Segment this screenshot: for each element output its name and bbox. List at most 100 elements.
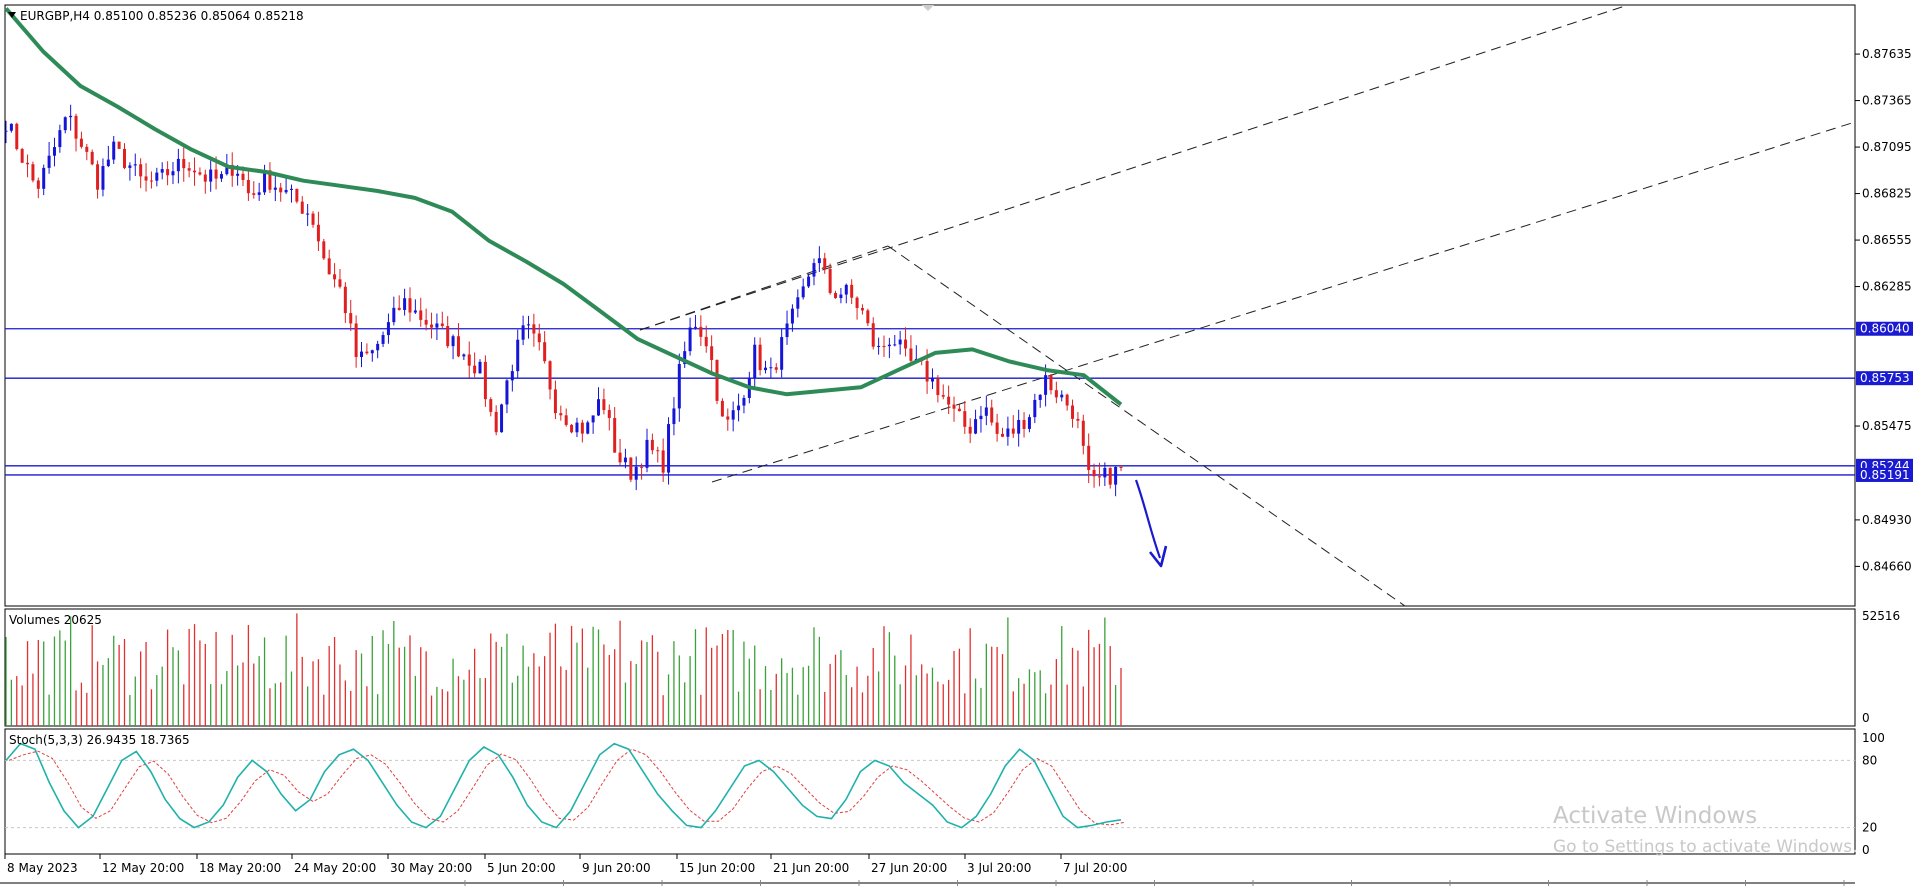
candle-body xyxy=(408,298,412,313)
volume-pane[interactable] xyxy=(4,608,1856,727)
time-tick-label: 24 May 20:00 xyxy=(294,861,376,875)
time-tick-label: 21 Jun 20:00 xyxy=(773,861,849,875)
candle-body xyxy=(15,123,19,150)
candle-body xyxy=(995,422,999,434)
time-tick-label: 8 May 2023 xyxy=(7,861,78,875)
candle-body xyxy=(1044,375,1048,395)
candle-body xyxy=(640,466,644,468)
arrow-down-icon xyxy=(1148,545,1168,568)
candle-body xyxy=(257,192,261,195)
candle-body xyxy=(79,138,83,147)
candle-body xyxy=(440,323,444,327)
candle-body xyxy=(591,415,595,423)
candle-body xyxy=(656,450,660,452)
candle-body xyxy=(904,339,908,349)
candle-body xyxy=(586,422,590,434)
price-tick-label: 0.84930 xyxy=(1862,513,1912,527)
candle-body xyxy=(1054,390,1058,398)
stoch-tick-label: 20 xyxy=(1862,821,1877,835)
candle-body xyxy=(979,415,983,420)
candle-body xyxy=(106,159,110,167)
candle-body xyxy=(774,367,778,370)
candle-body xyxy=(704,336,708,347)
candle-body xyxy=(941,395,945,397)
candle-body xyxy=(322,241,326,259)
candle-body xyxy=(31,164,35,181)
candle-body xyxy=(936,378,940,396)
candle-body xyxy=(1119,466,1123,468)
candle-body xyxy=(963,411,967,427)
time-tick-label: 9 Jun 20:00 xyxy=(582,861,651,875)
candle-body xyxy=(58,130,62,148)
chart-menu-triangle-icon[interactable] xyxy=(8,12,16,18)
candle-body xyxy=(36,180,40,189)
candle-body xyxy=(1011,428,1015,434)
price-tick-label: 0.85475 xyxy=(1862,419,1912,433)
candle-body xyxy=(494,411,498,433)
candle-body xyxy=(1000,433,1004,437)
candle-body xyxy=(607,410,611,419)
candle-body xyxy=(731,410,735,420)
candle-body xyxy=(763,367,767,371)
candle-body xyxy=(246,179,250,194)
candle-body xyxy=(85,146,89,152)
candle-body xyxy=(817,258,821,264)
watermark-subtitle: Go to Settings to activate Windows. xyxy=(1553,837,1858,857)
candle-body xyxy=(1017,420,1021,434)
volume-layer xyxy=(5,613,1122,726)
candle-body xyxy=(112,141,116,160)
candle-body xyxy=(219,174,223,179)
candle-body xyxy=(273,187,277,190)
candle-body xyxy=(834,292,838,299)
price-tick-label: 0.86555 xyxy=(1862,233,1912,247)
candle-body xyxy=(952,404,956,409)
candle-body xyxy=(171,171,175,176)
candle-body xyxy=(4,130,8,132)
candle-body xyxy=(144,176,148,181)
candle-body xyxy=(117,141,121,149)
candle-body xyxy=(613,418,617,453)
candle-body xyxy=(63,117,67,131)
candle-body xyxy=(1060,394,1064,398)
candle-body xyxy=(823,258,827,269)
candle-body xyxy=(155,172,159,181)
candle-body xyxy=(462,354,466,357)
candle-body xyxy=(451,336,455,347)
level-tag-label: 0.86040 xyxy=(1860,322,1910,336)
candle-body xyxy=(521,325,525,340)
candle-body xyxy=(710,346,714,360)
candle-body xyxy=(133,164,137,166)
price-tick-label: 0.87635 xyxy=(1862,47,1912,61)
level-tag xyxy=(1856,371,1913,386)
candle-body xyxy=(828,268,832,293)
candle-body xyxy=(855,297,859,309)
candle-body xyxy=(990,407,994,423)
candle-body xyxy=(289,188,293,190)
candle-body xyxy=(844,284,848,295)
price-pane[interactable] xyxy=(4,4,1856,607)
price-tick-label: 0.84660 xyxy=(1862,559,1912,573)
candle-body xyxy=(424,319,428,325)
candle-body xyxy=(785,323,789,338)
candle-body xyxy=(338,279,342,287)
candle-body xyxy=(209,169,213,182)
candle-body xyxy=(1103,467,1107,478)
trend-line xyxy=(639,4,1629,331)
candle-body xyxy=(123,148,127,168)
candle-body xyxy=(505,380,509,405)
candle-body xyxy=(947,396,951,405)
candle-body xyxy=(769,367,773,369)
candle-body xyxy=(166,169,170,176)
price-tick-label: 0.87365 xyxy=(1862,94,1912,108)
candle-body xyxy=(871,323,875,347)
candle-body xyxy=(316,224,320,242)
stochastic-pane[interactable] xyxy=(4,728,1856,855)
candle-body xyxy=(860,308,864,311)
candle-body xyxy=(570,424,574,433)
candle-body xyxy=(467,354,471,366)
price-tick-label: 0.86825 xyxy=(1862,187,1912,201)
time-tick-label: 5 Jun 20:00 xyxy=(487,861,556,875)
candle-body xyxy=(214,169,218,179)
candle-body xyxy=(597,399,601,416)
